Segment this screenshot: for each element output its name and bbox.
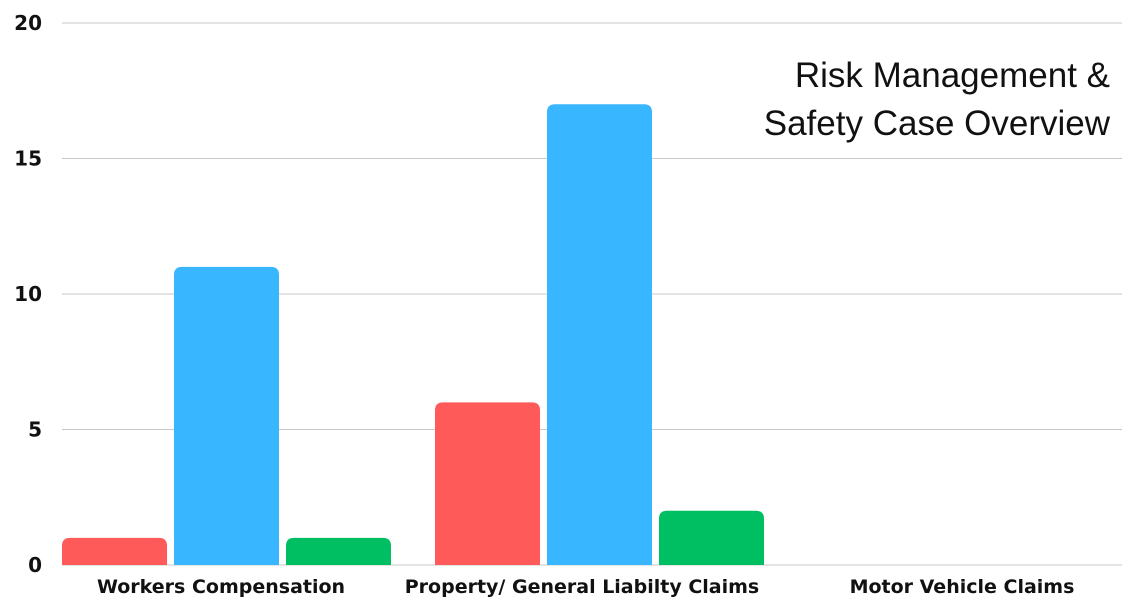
y-axis-ticks: 0 5 10 15 20 xyxy=(14,11,42,577)
x-tick-label: Motor Vehicle Claims xyxy=(850,576,1075,598)
x-tick-label: Workers Compensation xyxy=(97,576,345,598)
bar xyxy=(286,537,391,565)
y-tick-label: 20 xyxy=(14,11,42,35)
bar xyxy=(435,402,540,565)
y-tick-label: 10 xyxy=(14,282,42,306)
bar xyxy=(174,266,279,565)
chart-title: Risk Management & Safety Case Overview xyxy=(690,52,1110,148)
bar xyxy=(659,510,764,565)
bar xyxy=(62,537,167,565)
x-axis-ticks: Workers Compensation Property/ General Li… xyxy=(97,576,1074,598)
bar xyxy=(547,104,652,566)
chart-title-line-2: Safety Case Overview xyxy=(763,104,1110,143)
y-tick-label: 5 xyxy=(28,418,42,442)
bars xyxy=(62,104,764,566)
chart-title-line-1: Risk Management & xyxy=(794,56,1110,95)
y-tick-label: 15 xyxy=(14,147,42,171)
x-tick-label: Property/ General Liabilty Claims xyxy=(405,576,760,598)
y-tick-label: 0 xyxy=(28,553,42,577)
